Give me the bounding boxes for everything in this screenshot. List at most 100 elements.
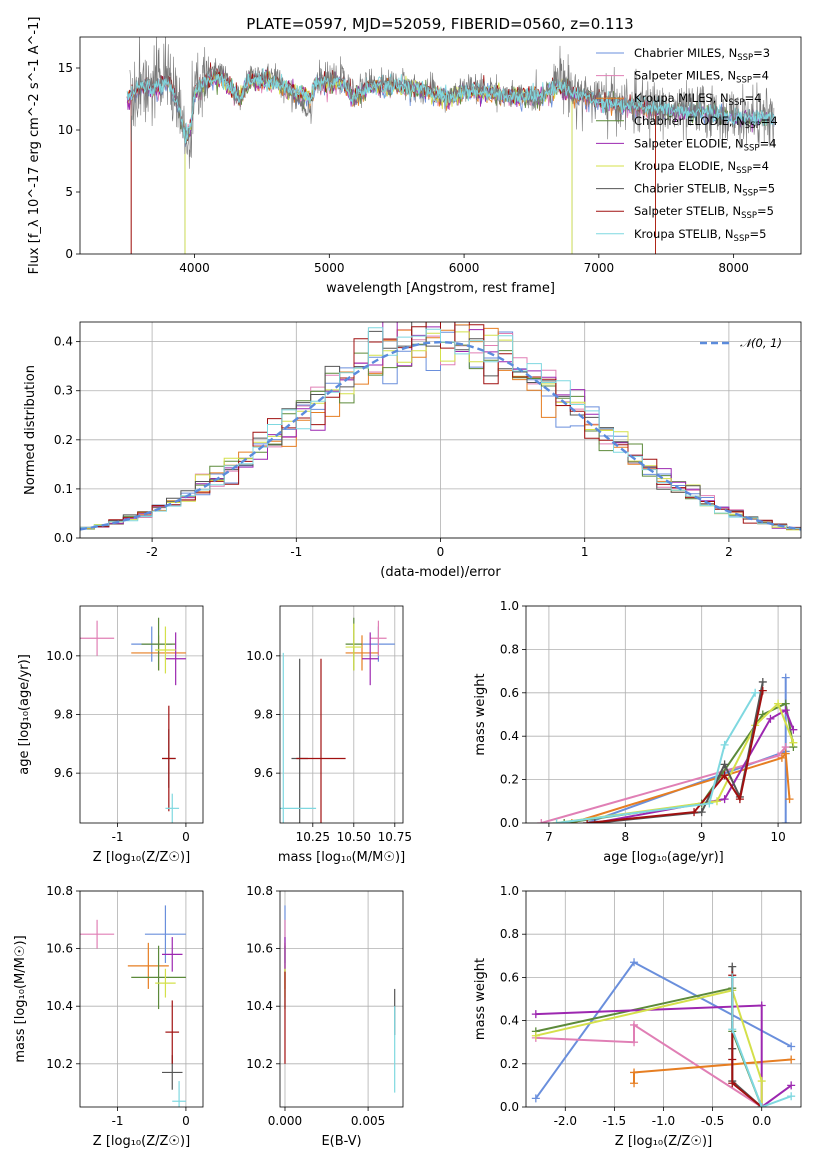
- y-tick-label: 10.2: [46, 1057, 73, 1071]
- axes-age_vs_Z: -1 0 9.6 9.8 10.0 Z [log₁₀(Z/Z☉)] age [log₁₀(a…: [17, 605, 204, 865]
- axes-frame: [525, 605, 802, 824]
- x-tick-label: -1: [290, 545, 302, 559]
- errorbar-point: [141, 617, 176, 671]
- weight-series: [590, 677, 767, 823]
- x-tick-label: 4000: [179, 261, 210, 275]
- weight-marker: [758, 677, 767, 686]
- errorbar-point: [362, 632, 379, 686]
- y-tick-label: 0.1: [54, 482, 73, 496]
- x-tick-label: 0.005: [351, 1114, 385, 1128]
- y-tick-label: 0.0: [54, 531, 73, 545]
- legend-label: 𝒩(0, 1): [740, 336, 782, 350]
- x-tick-label: -2.0: [554, 1114, 577, 1128]
- figure-title: PLATE=0597, MJD=52059, FIBERID=0560, z=0…: [246, 15, 633, 33]
- x-axis-label: mass [log₁₀(M/M☉)]: [278, 850, 405, 865]
- y-tick-label: 0.6: [500, 970, 519, 984]
- weight-marker: [781, 749, 790, 758]
- weight-marker: [781, 706, 790, 715]
- axes-age_vs_mass: 10.25 10.50 10.75 9.6 9.8 10.0 mass [log₁₀(M/M…: [246, 605, 412, 865]
- x-tick-label: -2: [146, 545, 158, 559]
- weight-series: [531, 984, 766, 1107]
- y-tick-label: 9.6: [254, 766, 273, 780]
- legend-label: Kroupa STELIB, NSSP=5: [634, 227, 766, 244]
- weight-marker: [787, 1081, 796, 1090]
- weight-marker: [751, 688, 760, 697]
- plot-area-age_vs_Z: [80, 617, 186, 823]
- y-tick-label: 0.3: [54, 384, 73, 398]
- weight-series: [630, 1055, 796, 1088]
- y-tick-label: 0.0: [500, 816, 519, 830]
- x-tick-label: -1.5: [603, 1114, 626, 1128]
- errorbar-point: [144, 905, 186, 963]
- y-tick-label: 10.2: [246, 1057, 273, 1071]
- x-axis-label: age [log₁₀(age/yr)]: [603, 850, 724, 865]
- errorbar-point: [370, 620, 387, 656]
- weight-marker: [781, 673, 790, 682]
- x-tick-label: -1: [112, 830, 124, 844]
- y-tick-label: 9.8: [254, 708, 273, 722]
- y-tick-label: 15: [58, 61, 73, 75]
- weight-marker: [757, 1077, 766, 1086]
- x-axis-label: wavelength [Angstrom, rest frame]: [326, 281, 555, 296]
- x-axis-label: Z [log₁₀(Z/Z☉)]: [93, 850, 190, 865]
- legend-label: Kroupa ELODIE, NSSP=4: [634, 159, 769, 176]
- weight-marker: [787, 1042, 796, 1051]
- weight-marker: [728, 962, 737, 971]
- weight-marker: [590, 819, 599, 823]
- x-tick-label: -1.0: [652, 1114, 675, 1128]
- weight-marker: [720, 795, 729, 804]
- x-tick-label: 0.0: [752, 1114, 771, 1128]
- errorbar-point: [80, 620, 115, 656]
- legend-label: Salpeter STELIB, NSSP=5: [634, 204, 774, 221]
- errorbar-point: [165, 632, 186, 686]
- y-tick-label: 0.8: [500, 642, 519, 656]
- errorbar-point: [345, 635, 379, 671]
- y-tick-label: 0.2: [54, 433, 73, 447]
- errorbar-point: [131, 945, 186, 1010]
- weight-marker: [774, 699, 783, 708]
- axes-frame: [279, 890, 404, 1108]
- x-tick-label: 8000: [718, 261, 749, 275]
- x-tick-label: 2: [725, 545, 733, 559]
- axes-weight_vs_age: 7 8 9 10 0.0 0.2 0.4 0.6 0.8 1.0 age [log₁₀(age/yr…: [473, 599, 802, 865]
- weight-line: [571, 751, 791, 823]
- y-tick-label: 0.2: [500, 773, 519, 787]
- weight-marker: [789, 725, 798, 734]
- plot-area-mass_vs_EBV: [284, 905, 396, 1093]
- y-axis-label: age [log₁₀(age/yr)]: [17, 654, 32, 775]
- errorbar-point: [162, 937, 183, 972]
- y-axis-label: Flux [f_λ 10^-17 erg cm^-2 s^-1 A^-1]: [27, 17, 42, 275]
- weight-marker: [720, 771, 729, 780]
- weight-line: [731, 977, 792, 1107]
- weight-marker: [531, 1094, 540, 1103]
- x-tick-label: 8: [621, 830, 629, 844]
- x-tick-label: 1: [581, 545, 589, 559]
- x-tick-label: 0: [182, 1114, 190, 1128]
- y-tick-label: 5: [65, 185, 73, 199]
- y-tick-label: 10.4: [246, 999, 273, 1013]
- weight-marker: [552, 819, 561, 823]
- y-tick-label: 0.4: [500, 729, 519, 743]
- weight-marker: [537, 819, 546, 823]
- errorbar-point: [172, 1081, 186, 1107]
- weight-line: [535, 1023, 763, 1107]
- plot-area-weight_vs_age: [537, 673, 798, 823]
- model-spectrum-line: [126, 72, 775, 144]
- axes-frame: [79, 890, 204, 1108]
- weight-line: [535, 989, 763, 1107]
- weight-marker: [728, 1025, 737, 1034]
- errorbar-point: [155, 968, 176, 998]
- weight-marker: [757, 1103, 766, 1107]
- histogram-series: [80, 327, 801, 533]
- errorbar-point: [165, 1000, 180, 1064]
- weight-marker: [787, 1092, 796, 1101]
- weight-marker: [766, 714, 775, 723]
- weight-series: [531, 1020, 766, 1107]
- y-axis-label: mass weight: [473, 958, 488, 1040]
- weight-marker: [630, 1020, 639, 1029]
- errorbar-point: [80, 919, 115, 949]
- weight-marker: [728, 973, 737, 982]
- weight-marker: [785, 795, 794, 804]
- weight-series: [531, 958, 796, 1103]
